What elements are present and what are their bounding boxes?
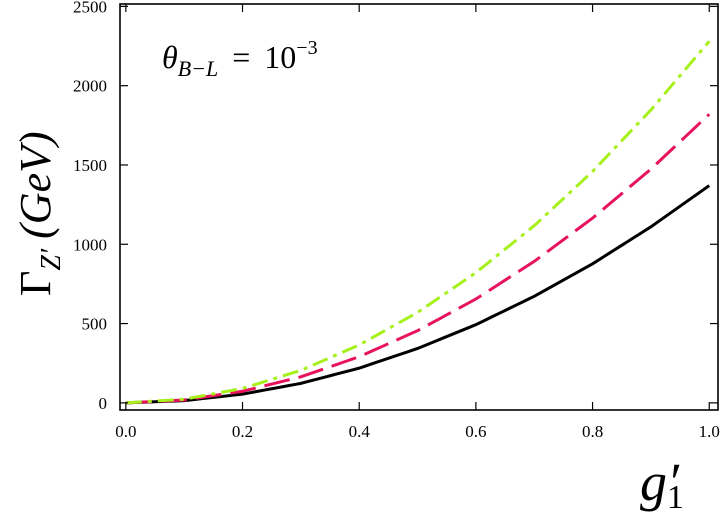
series-line-3 bbox=[125, 40, 711, 405]
y-tick-label: 1500 bbox=[73, 156, 107, 175]
x-axis-subscript: 1 bbox=[667, 479, 684, 514]
annotation-subscript: B−L bbox=[178, 56, 219, 81]
y-tick-label: 2500 bbox=[73, 0, 107, 16]
annotation-symbol: θ bbox=[162, 39, 178, 75]
y-axis-label: ΓZ′ (GeV) bbox=[11, 131, 67, 296]
y-tick-label: 0 bbox=[99, 394, 108, 413]
annotation-value: 10 bbox=[264, 39, 296, 75]
x-tick-label: 1.0 bbox=[699, 422, 720, 441]
y-tick-label: 500 bbox=[82, 315, 108, 334]
y-axis-unit: (GeV) bbox=[11, 131, 60, 239]
x-tick-label: 0.2 bbox=[232, 422, 253, 441]
plot-frame bbox=[119, 3, 719, 411]
y-axis-subscript: Z′ bbox=[36, 248, 67, 271]
ticks-layer: 0.0 0.2 0.4 0.6 0.8 1.0 0 500 1000 1500 2000 2500 bbox=[73, 0, 720, 441]
x-axis-symbol: g′ bbox=[640, 452, 680, 512]
y-tick-label: 2000 bbox=[73, 77, 107, 96]
x-axis-label: g′1 bbox=[640, 452, 684, 514]
y-axis-symbol: Γ bbox=[11, 271, 60, 296]
x-tick-label: 0.8 bbox=[582, 422, 603, 441]
annotation-exponent: −3 bbox=[296, 37, 317, 59]
series-layer bbox=[125, 40, 711, 405]
x-tick-label: 0.6 bbox=[465, 422, 486, 441]
annotation-equals: = bbox=[232, 39, 250, 75]
series-line-1 bbox=[125, 184, 711, 405]
x-tick-label: 0.0 bbox=[115, 422, 136, 441]
series-line-2 bbox=[125, 113, 711, 405]
y-tick-label: 1000 bbox=[73, 235, 107, 254]
x-tick-label: 0.4 bbox=[349, 422, 371, 441]
annotation: θB−L = 10−3 bbox=[162, 37, 318, 81]
